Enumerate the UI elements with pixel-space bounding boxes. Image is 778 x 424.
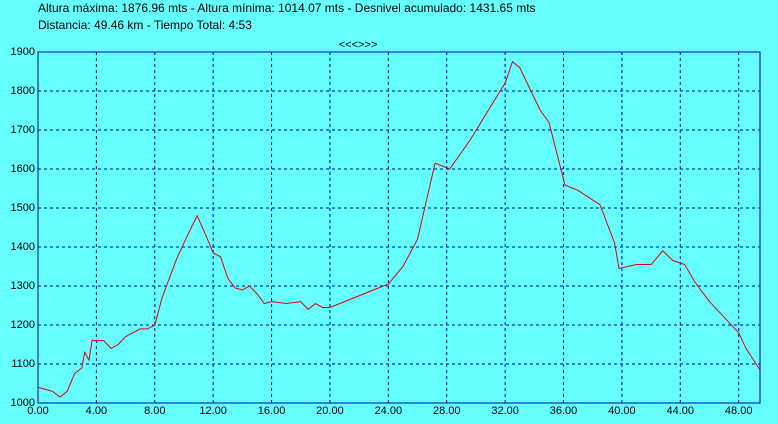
y-tick-label: 1300 [11,280,35,292]
x-tick-label: 28.00 [433,405,461,417]
plot-frame [37,51,761,404]
x-tick-label: 36.00 [550,405,578,417]
x-tick-label: 32.00 [491,405,519,417]
x-tick-label: 20.00 [316,405,344,417]
x-tick-label: 24.00 [375,405,403,417]
nav-arrows[interactable]: <<<>>> [339,39,378,51]
y-tick-label: 1500 [11,202,35,214]
y-tick-label: 1200 [11,319,35,331]
x-tick-label: 12.00 [199,405,227,417]
x-tick-label: 16.00 [258,405,286,417]
elevation-line [37,60,761,398]
y-tick-label: 1800 [11,85,35,97]
x-tick-label: 40.00 [608,405,636,417]
y-tick-label: 1900 [11,46,35,58]
y-tick-label: 1700 [11,124,35,136]
y-tick-label: 1600 [11,163,35,175]
x-tick-label: 48.00 [725,405,753,417]
x-tick-label: 4.00 [86,405,107,417]
x-tick-label: 8.00 [144,405,165,417]
y-tick-label: 1000 [11,397,35,409]
x-tick-label: 0.00 [27,405,48,417]
chart-title: Altura máxima: 1876.96 mts - Altura míni… [38,1,536,15]
y-tick-label: 1400 [11,241,35,253]
y-tick-label: 1100 [11,358,35,370]
x-tick-label: 44.00 [667,405,695,417]
chart-subtitle: Distancia: 49.46 km - Tiempo Total: 4:53 [38,18,252,32]
